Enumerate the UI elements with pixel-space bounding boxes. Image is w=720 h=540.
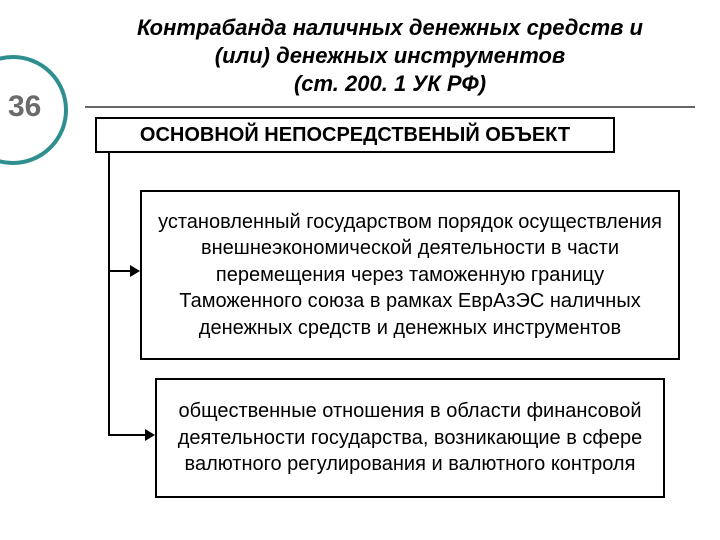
title-underline — [85, 106, 695, 108]
connector-vertical — [108, 153, 110, 436]
box-body-1: установленный государством порядок осуще… — [140, 190, 680, 360]
box-body-1-text: установленный государством порядок осуще… — [152, 209, 668, 341]
title-line-2: (или) денежных инструментов — [90, 42, 690, 70]
connector-h1 — [108, 270, 132, 272]
arrowhead-1 — [130, 265, 140, 277]
title-line-3: (ст. 200. 1 УК РФ) — [90, 70, 690, 98]
slide-title: Контрабанда наличных денежных средств и … — [90, 14, 690, 98]
box-body-2-text: общественные отношения в области финансо… — [167, 398, 653, 477]
connector-h2 — [108, 434, 147, 436]
slide-number: 36 — [8, 90, 41, 124]
box-heading-text: ОСНОВНОЙ НЕПОСРЕДСТВЕНЫЙ ОБЪЕКТ — [140, 122, 570, 148]
box-heading: ОСНОВНОЙ НЕПОСРЕДСТВЕНЫЙ ОБЪЕКТ — [95, 117, 615, 153]
title-line-1: Контрабанда наличных денежных средств и — [90, 14, 690, 42]
arrowhead-2 — [145, 429, 155, 441]
box-body-2: общественные отношения в области финансо… — [155, 378, 665, 498]
